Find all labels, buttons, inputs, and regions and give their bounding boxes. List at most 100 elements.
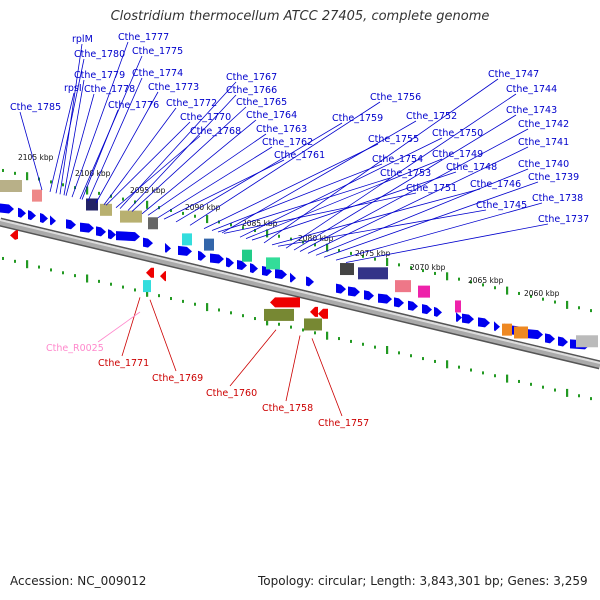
tick-mark-major [386,345,389,354]
tick-mark [14,171,16,175]
gene-box [32,189,42,202]
forward-gene-label: Cthe_1759 [332,113,383,124]
tick-mark-major [506,374,509,383]
leader-line [251,171,457,241]
gene-arrow [394,297,404,308]
tick-mark [590,309,592,313]
leader-line [285,93,517,249]
tick-mark [518,379,520,383]
gene-box [340,263,354,276]
forward-gene-label: Cthe_1763 [256,124,307,135]
forward-gene-label: Cthe_1770 [180,112,231,123]
tick-mark [14,259,16,263]
tick-mark [242,314,244,318]
forward-gene-label: Cthe_1753 [380,168,431,179]
gene-box-reverse [304,318,322,331]
leader-line [147,133,267,216]
leader-line [271,188,481,246]
leader-line [105,121,191,206]
tick-mark [302,328,304,332]
tick-mark [554,388,556,392]
tick-mark [374,345,376,349]
tick-mark [62,183,64,187]
gene-arrow [275,269,287,280]
tick-mark [110,282,112,286]
gene-arrow [28,210,36,221]
gene-box [576,335,598,348]
leader-line [131,106,247,212]
leader-line [55,58,85,194]
forward-gene-label: rpsI [64,83,82,94]
tick-mark [158,294,160,298]
gene-box-reverse [264,308,294,321]
gene-arrow [198,250,206,261]
gene-arrow [558,336,568,347]
tick-mark [314,243,316,247]
reverse-gene-label: Cthe_1758 [262,403,313,414]
tick-mark [350,251,352,255]
tick-mark [62,271,64,275]
gene-box [242,249,252,262]
tick-mark [314,331,316,335]
leader-line [245,158,443,240]
gene-box [266,257,280,270]
gene-arrow [108,229,116,240]
scale-label: 2105 kbp [18,153,54,162]
gene-arrow [408,300,418,311]
leader-line [149,299,177,372]
forward-gene-label: Cthe_1755 [368,134,419,145]
scale-label: 2070 kbp [410,263,446,272]
gene-box [395,280,411,293]
leader-line [157,146,273,218]
gene-arrow [478,317,490,328]
forward-gene-label: Cthe_1772 [166,98,217,109]
scale-label: 2090 kbp [185,203,221,212]
gene-arrow [165,242,171,253]
tick-mark [374,257,376,261]
leader-line [79,55,143,200]
gene-arrow [210,253,224,264]
tick-mark-major [146,200,149,209]
gene-arrow [306,276,314,287]
tick-mark-major [326,243,329,252]
map-title: Clostridium thermocellum ATCC 27405, com… [110,9,490,24]
tick-mark [398,263,400,267]
gene-box [100,203,112,216]
tick-mark-major [326,331,329,340]
scale-ticks [2,168,592,401]
tick-mark [458,277,460,281]
tick-mark [434,359,436,363]
leader-line [299,128,529,252]
reverse-gene-label: Cthe_1760 [206,388,257,399]
tick-mark [494,286,496,290]
tick-mark [362,342,364,346]
gene-arrow [226,257,234,268]
tick-mark [422,357,424,361]
gene-arrow-reverse [318,308,328,319]
gene-arrow [494,321,500,332]
leader-line [87,77,143,202]
tick-mark [518,291,520,295]
leader-line [19,111,43,191]
tick-mark [278,322,280,326]
tick-mark-major [146,288,149,297]
tick-mark [170,297,172,301]
tick-mark-major [566,300,569,309]
gene-arrow [96,226,106,237]
forward-gene-label: Cthe_1740 [518,159,569,170]
forward-gene-label: Cthe_1766 [226,85,277,96]
forward-gene-label: Cthe_1741 [518,137,569,148]
tick-mark [530,294,532,298]
forward-gene-label: Cthe_1776 [108,100,159,111]
gene-arrow [545,333,555,344]
forward-gene-label: Cthe_1764 [246,110,297,121]
forward-gene-label: Cthe_1739 [528,172,579,183]
forward-gene-label: Cthe_1750 [432,128,483,139]
leader-line [103,107,177,206]
gene-box [502,323,512,336]
gene-arrow [18,207,26,218]
tick-mark [134,288,136,292]
leader-line [141,119,257,215]
leader-line [121,297,141,357]
